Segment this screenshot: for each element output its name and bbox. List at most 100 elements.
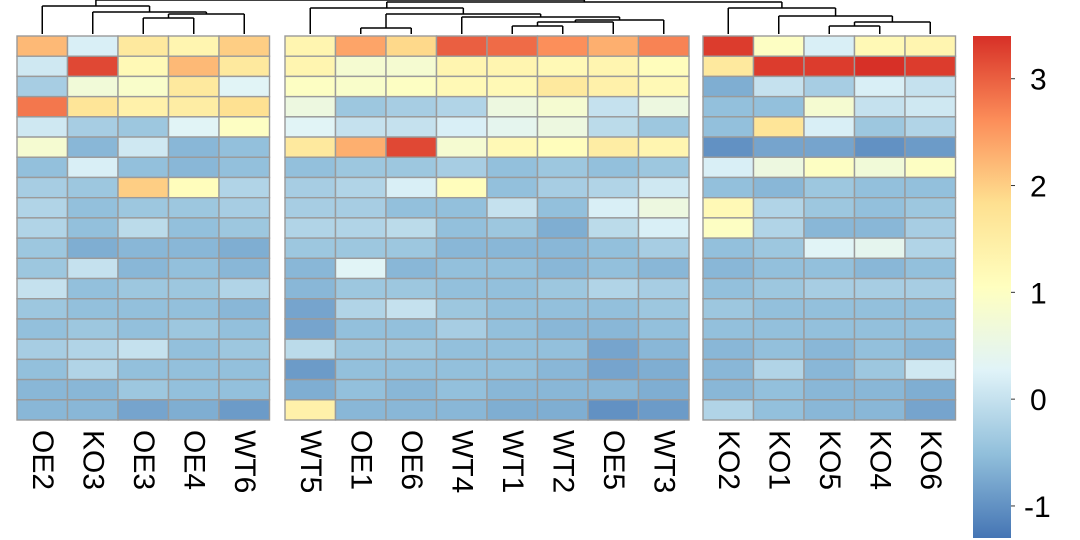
heatmap-cell: [435, 378, 488, 401]
column-label: WT6: [228, 430, 261, 493]
heatmap-cell: [66, 338, 119, 361]
heatmap-cell: [334, 55, 387, 78]
heatmap-cell: [117, 318, 170, 340]
heatmap-cell: [16, 257, 69, 280]
column-label: KO5: [813, 430, 846, 490]
heatmap-cell: [702, 95, 755, 118]
heatmap-cell: [218, 298, 271, 320]
heatmap-cell: [702, 217, 755, 239]
heatmap-cell: [853, 378, 906, 401]
heatmap-cell: [486, 95, 539, 118]
heatmap-cell: [752, 237, 805, 260]
heatmap-cell: [637, 156, 690, 179]
heatmap-cell: [218, 156, 271, 179]
heatmap-cell: [486, 196, 539, 219]
heatmap-cell: [16, 318, 69, 340]
legend-tick-label: 0: [1030, 384, 1047, 417]
heatmap-cell: [385, 237, 438, 260]
heatmap-cell: [587, 277, 640, 300]
heatmap-cell: [853, 277, 906, 300]
heatmap-cell: [803, 277, 856, 300]
heatmap-cell: [486, 116, 539, 138]
heatmap-cell: [702, 399, 755, 421]
heatmap-cell: [435, 257, 488, 280]
heatmap-cell: [117, 156, 170, 179]
heatmap-cell: [752, 257, 805, 280]
heatmap-cell: [334, 156, 387, 179]
heatmap-cell: [853, 75, 906, 98]
column-label: WT1: [496, 430, 529, 493]
heatmap-cell: [218, 378, 271, 401]
heatmap-cell: [702, 136, 755, 158]
heatmap-cell: [536, 217, 589, 239]
heatmap-cell: [334, 217, 387, 239]
heatmap-cell: [536, 257, 589, 280]
heatmap-cell: [853, 136, 906, 158]
heatmap-cell: [117, 237, 170, 260]
heatmap-cell: [66, 136, 119, 158]
heatmap-cell: [637, 237, 690, 260]
heatmap-cell: [167, 378, 220, 401]
column-label: KO6: [914, 430, 947, 490]
heatmap-cell: [587, 75, 640, 98]
heatmap-cell: [587, 176, 640, 199]
heatmap-cell: [167, 196, 220, 219]
heatmap-cell: [803, 257, 856, 280]
heatmap-cell: [486, 338, 539, 361]
heatmap-cell: [385, 318, 438, 340]
heatmap-cell: [167, 318, 220, 340]
heatmap-cell: [117, 277, 170, 300]
heatmap-cell: [284, 318, 337, 340]
heatmap-cell: [167, 399, 220, 421]
heatmap-cell: [117, 257, 170, 280]
heatmap-cell: [117, 116, 170, 138]
heatmap-cell: [904, 176, 957, 199]
heatmap-cell: [803, 237, 856, 260]
heatmap-cells: [16, 35, 957, 421]
heatmap-cell: [284, 399, 337, 421]
heatmap-cell: [587, 338, 640, 361]
heatmap-cell: [16, 156, 69, 179]
heatmap-cell: [486, 277, 539, 300]
column-label: OE6: [395, 430, 428, 490]
heatmap-cell: [536, 156, 589, 179]
heatmap-cell: [702, 55, 755, 78]
heatmap-cell: [334, 35, 387, 57]
heatmap-cell: [117, 378, 170, 401]
heatmap-cell: [486, 156, 539, 179]
legend-tick-label: 1: [1030, 277, 1047, 310]
heatmap-cell: [637, 257, 690, 280]
heatmap-cell: [752, 116, 805, 138]
heatmap-cell: [66, 35, 119, 57]
column-label: OE2: [26, 430, 59, 490]
heatmap-cell: [117, 399, 170, 421]
heatmap-cell: [486, 358, 539, 381]
heatmap-cell: [334, 298, 387, 320]
heatmap-cell: [16, 176, 69, 199]
legend-tick-label: -1: [1024, 491, 1051, 524]
heatmap-cell: [16, 277, 69, 300]
heatmap-cell: [752, 75, 805, 98]
heatmap-cell: [536, 237, 589, 260]
heatmap-cell: [284, 277, 337, 300]
heatmap-cell: [486, 75, 539, 98]
heatmap-cell: [334, 338, 387, 361]
heatmap-cell: [334, 75, 387, 98]
heatmap-cell: [284, 136, 337, 158]
heatmap-cell: [702, 35, 755, 57]
heatmap-cell: [284, 35, 337, 57]
heatmap-cell: [435, 176, 488, 199]
heatmap-cell: [167, 136, 220, 158]
heatmap-cell: [486, 399, 539, 421]
heatmap-cell: [587, 318, 640, 340]
legend-colorbar: [973, 36, 1011, 538]
heatmap-cell: [16, 217, 69, 239]
heatmap-cell: [486, 176, 539, 199]
heatmap-cell: [752, 338, 805, 361]
heatmap-cell: [587, 116, 640, 138]
heatmap-cell: [853, 55, 906, 78]
heatmap-cell: [16, 75, 69, 98]
heatmap-cell: [16, 298, 69, 320]
heatmap-cell: [334, 318, 387, 340]
